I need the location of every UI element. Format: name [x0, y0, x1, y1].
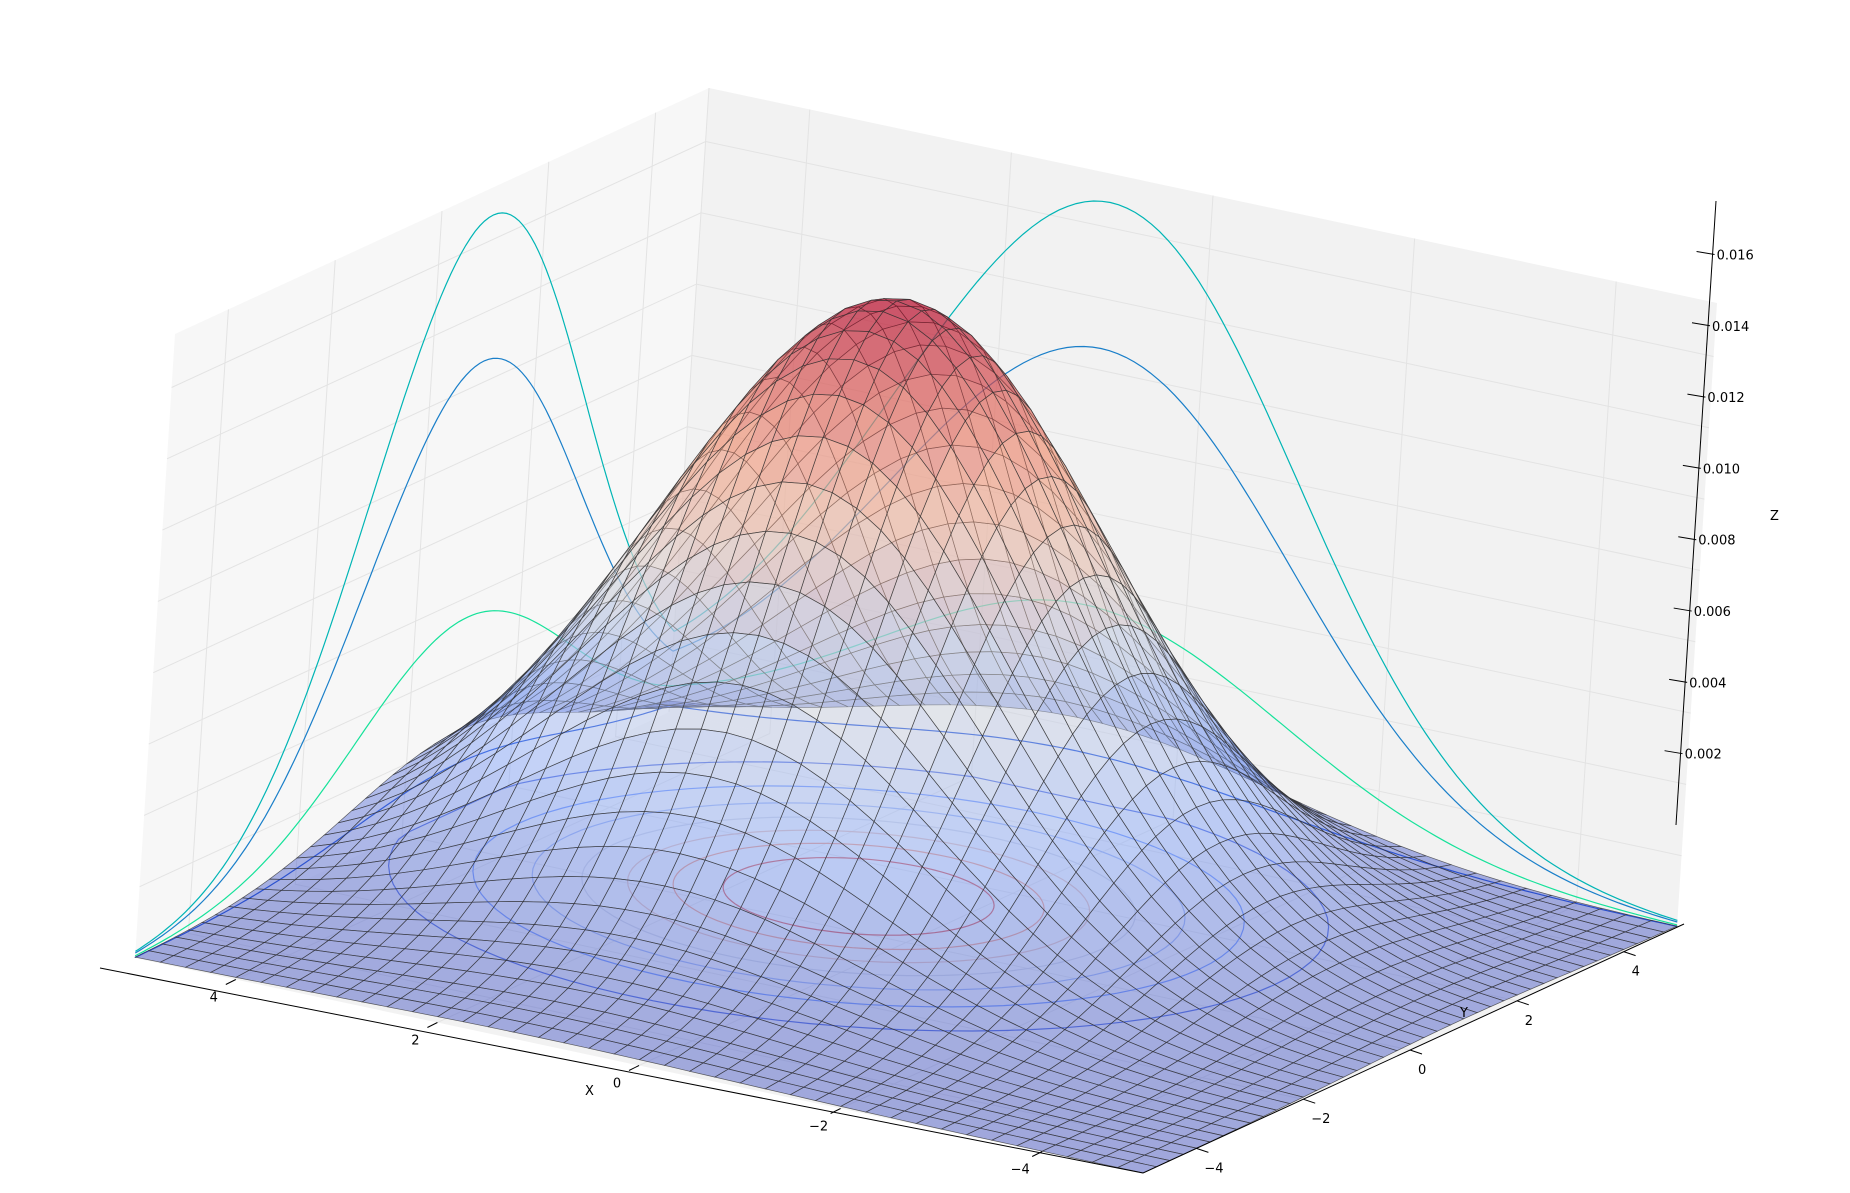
z-axis-label: Z: [1770, 509, 1779, 524]
x-tick-label: 0: [613, 1077, 621, 1092]
x-tick-label: 2: [411, 1034, 419, 1049]
wall-projections: [134, 200, 1678, 959]
z-tick: [1691, 322, 1711, 327]
x-tick: [225, 979, 237, 985]
wall-curve-left: [134, 705, 670, 959]
z-tick-label: 0.016: [1717, 248, 1754, 263]
y-tick: [1303, 1098, 1316, 1104]
y-tick-label: 2: [1525, 1014, 1533, 1029]
x-tick: [1031, 1151, 1043, 1157]
y-gridline: [615, 112, 1624, 953]
x-gridline: [1041, 281, 1617, 1152]
z-tick-label: 0.008: [1698, 534, 1735, 549]
x-tick-label: −4: [1011, 1163, 1030, 1178]
z-tick: [1669, 678, 1688, 683]
y-tick: [1623, 951, 1636, 957]
surface-mesh: [134, 298, 1679, 1174]
y-tick-label: −4: [1204, 1161, 1223, 1176]
x-axis-label: X: [585, 1084, 594, 1099]
z-tick-label: 0.014: [1712, 320, 1749, 335]
y-tick: [1196, 1147, 1209, 1153]
x-tick: [628, 1065, 640, 1071]
x-gridline: [235, 109, 811, 980]
z-tick: [1696, 250, 1715, 255]
contour-line: [387, 761, 1330, 1032]
z-tick-label: 0.012: [1707, 391, 1744, 406]
y-tick-label: 0: [1418, 1063, 1426, 1078]
z-tick-label: 0.004: [1689, 676, 1726, 691]
y-gridline: [294, 260, 1304, 1100]
y-tick-label: −2: [1311, 1112, 1330, 1127]
corner-gridline: [668, 87, 710, 713]
wall-curve-back: [672, 345, 1678, 923]
y-axis-label: Y: [1459, 1006, 1468, 1021]
y-tick-label: 4: [1632, 965, 1640, 980]
x-tick-label: 4: [210, 991, 218, 1006]
axis-lines: [99, 200, 1717, 1174]
z-tick-label: 0.006: [1694, 605, 1731, 620]
x-tick: [830, 1108, 841, 1114]
contour-line: [722, 856, 995, 936]
y-gridline: [187, 309, 1197, 1149]
contour-line: [672, 842, 1045, 951]
x-tick-label: −2: [809, 1120, 828, 1135]
wall-curve-left: [134, 610, 671, 957]
z-tick: [1673, 607, 1692, 612]
contour-line: [581, 816, 1137, 977]
wall-curve-left: [134, 357, 674, 954]
z-tick: [1678, 536, 1697, 541]
z-tick: [1687, 393, 1706, 398]
wall-curve-back: [669, 705, 1678, 928]
wall-curve-back: [673, 200, 1678, 921]
wall-curve-left: [135, 212, 675, 952]
z-axis-line: [1675, 200, 1717, 826]
contour-line: [626, 829, 1091, 964]
z-tick-label: 0.002: [1685, 748, 1722, 763]
y-tick: [1516, 1000, 1529, 1006]
y-tick: [1409, 1049, 1423, 1055]
x-axis-line: [99, 967, 1144, 1174]
axis-ticks: −4 −2 0 2 4 −4 −2 0 2 4 0.002 0.004 0.006 0.008 0.010 0…: [210, 248, 1754, 1177]
contour-line: [531, 802, 1186, 991]
y-axis-line: [1142, 923, 1685, 1174]
z-tick: [1682, 464, 1701, 469]
z-tick: [1664, 750, 1683, 755]
z-tick-label: 0.010: [1703, 462, 1740, 477]
wall-curve-back: [670, 599, 1678, 926]
x-tick: [427, 1022, 438, 1028]
